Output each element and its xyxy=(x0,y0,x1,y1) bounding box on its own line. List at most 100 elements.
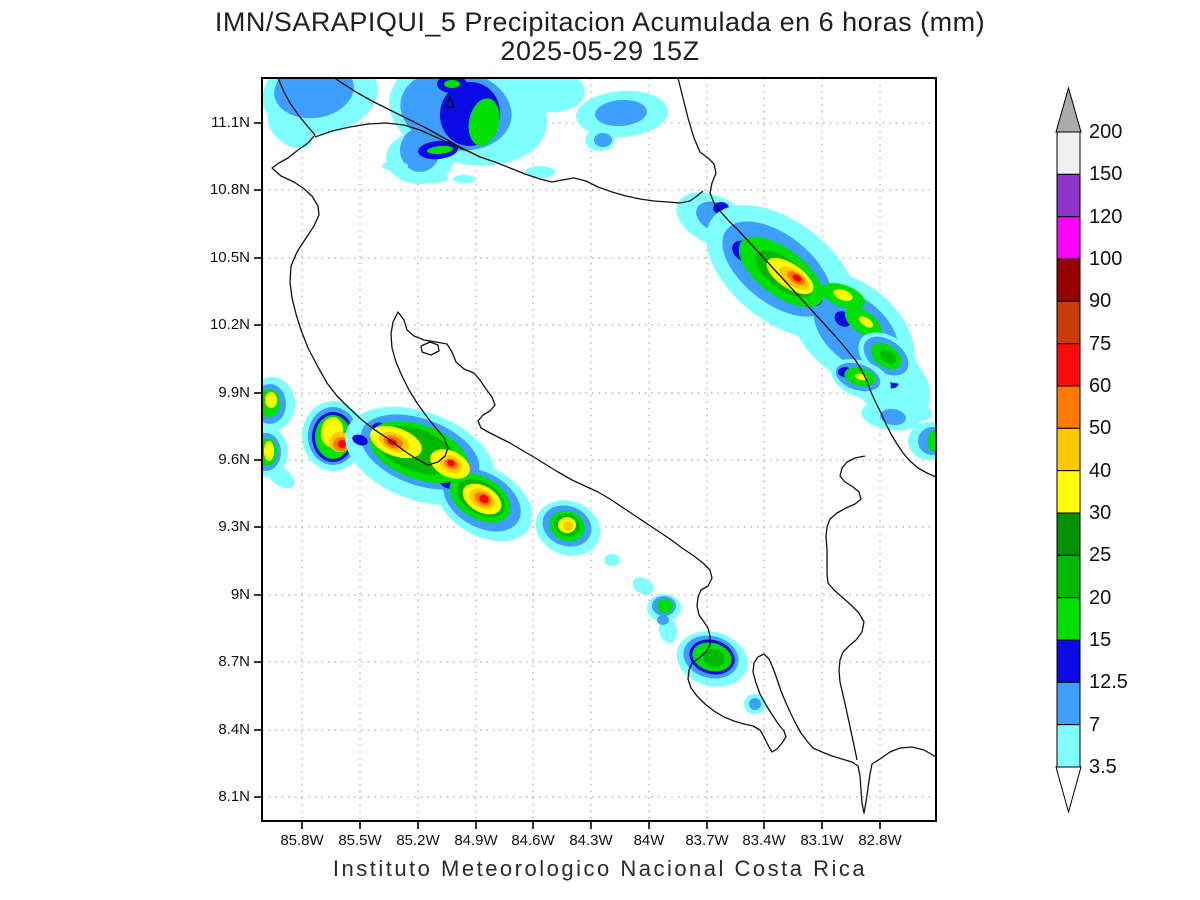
colorbar-level-label: 120 xyxy=(1089,205,1123,228)
colorbar-segment xyxy=(1056,343,1081,387)
lat-tick-label: 8.7N xyxy=(218,653,250,670)
chart-subtitle-date: 2025-05-29 15Z xyxy=(500,36,700,66)
lon-tick-label: 84.3W xyxy=(569,832,613,849)
colorbar-segment xyxy=(1056,173,1081,218)
colorbar-segment xyxy=(1056,427,1081,472)
lat-tick-label: 10.5N xyxy=(209,249,250,266)
colorbar-level-label: 15 xyxy=(1089,629,1112,651)
panama-border xyxy=(825,455,866,761)
precip-cell-15mm xyxy=(468,98,500,146)
precip-cell-7mm xyxy=(880,408,906,426)
lon-tick-label: 84.6W xyxy=(511,832,555,849)
precip-cell-3.5mm xyxy=(910,405,932,421)
precip-cell-15mm xyxy=(444,80,460,88)
precip-cell-60mm xyxy=(792,274,802,282)
colorbar-segment xyxy=(1056,724,1081,768)
precip-cell-3.5mm xyxy=(382,161,408,171)
colorbar-level-label: 40 xyxy=(1089,459,1112,482)
precipitation-shading xyxy=(262,78,936,714)
colorbar-level-label: 50 xyxy=(1089,417,1112,440)
colorbar-level-label: 7 xyxy=(1089,713,1101,736)
lon-tick-label: 85.8W xyxy=(280,832,324,849)
colorbar-segment xyxy=(1056,470,1081,514)
nicaragua-caribbean-coast xyxy=(677,78,721,212)
colorbar xyxy=(1055,86,1082,814)
colorbar-segment xyxy=(1056,300,1081,345)
axis-ticks xyxy=(254,122,881,829)
colorbar-level-label: 3.5 xyxy=(1089,756,1117,778)
precip-cell-12.5mm xyxy=(352,434,368,446)
lat-tick-label: 9.3N xyxy=(218,518,250,535)
lon-tick-label: 82.8W xyxy=(858,832,902,849)
caribbean-coast-costa-rica xyxy=(719,210,936,478)
lon-tick-label: 83.7W xyxy=(685,832,729,849)
plot-frame xyxy=(261,77,937,822)
precip-cell-20mm xyxy=(703,648,725,668)
colorbar-segment xyxy=(1056,216,1081,260)
precip-cell-60mm xyxy=(447,459,455,467)
colorbar-segment xyxy=(1056,681,1081,726)
colorbar-level-label: 100 xyxy=(1089,248,1123,270)
pacific-coast-costa-rica xyxy=(271,78,936,814)
lat-tick-label: 10.2N xyxy=(209,316,250,333)
precip-cell-30mm xyxy=(833,289,853,301)
colorbar-segment xyxy=(1056,639,1081,683)
colorbar-level-label: 75 xyxy=(1089,332,1112,355)
precip-cell-40mm xyxy=(563,521,573,531)
coastlines xyxy=(271,78,936,814)
footer-institution: Instituto Meteorologico Nacional Costa R… xyxy=(332,856,868,881)
colorbar-level-label: 12.5 xyxy=(1089,671,1128,694)
colorbar-segment xyxy=(1056,512,1081,556)
colorbar-level-label: 20 xyxy=(1089,586,1112,609)
lat-tick-label: 8.4N xyxy=(218,721,250,738)
precip-cell-3.5mm xyxy=(541,78,579,93)
precip-cell-3.5mm xyxy=(420,173,448,183)
precip-cell-60mm xyxy=(338,440,346,448)
precip-cell-3.5mm xyxy=(525,166,555,178)
nicaragua-border-south xyxy=(314,122,481,158)
colorbar-level-label: 90 xyxy=(1089,290,1112,313)
precip-cell-3.5mm xyxy=(604,554,620,566)
lon-tick-label: 83.4W xyxy=(742,832,786,849)
colorbar-level-label: 200 xyxy=(1089,121,1123,143)
precip-cell-7mm xyxy=(594,133,612,147)
precip-cell-15mm xyxy=(427,145,453,155)
precip-cell-7mm xyxy=(274,78,354,119)
precip-cell-3.5mm xyxy=(501,78,585,113)
precip-cell-30mm xyxy=(264,441,274,461)
colorbar-over-arrow xyxy=(1055,86,1082,133)
lon-tick-label: 84W xyxy=(633,832,665,849)
precip-cell-30mm xyxy=(859,316,873,328)
precip-cell-60mm xyxy=(479,494,489,504)
colorbar-segment xyxy=(1056,131,1081,175)
precip-cell-7mm xyxy=(749,698,761,710)
precip-cell-20mm xyxy=(879,349,897,365)
colorbar-level-label: 25 xyxy=(1089,544,1112,567)
lat-tick-label: 11.1N xyxy=(211,114,250,131)
colorbar-segment xyxy=(1056,385,1081,429)
precip-cell-3.5mm xyxy=(267,465,295,489)
san-juan-river-border xyxy=(479,156,704,204)
colorbar-segment xyxy=(1056,597,1081,641)
lon-tick-label: 83.1W xyxy=(800,832,844,849)
precip-cell-3.5mm xyxy=(632,577,654,595)
precip-cell-3.5mm xyxy=(453,175,475,183)
colorbar-segment xyxy=(1056,554,1081,599)
lat-tick-label: 10.8N xyxy=(209,181,250,198)
colorbar-level-label: 150 xyxy=(1089,163,1123,186)
precip-cell-15mm xyxy=(657,599,673,613)
lon-tick-label: 85.5W xyxy=(338,832,382,849)
lake-nicaragua-shore xyxy=(333,78,481,158)
precip-cell-30mm xyxy=(265,392,277,408)
colorbar-under-arrow xyxy=(1055,766,1082,814)
lat-tick-label: 9.9N xyxy=(218,384,250,401)
precip-cell-7mm xyxy=(595,99,647,127)
precip-cell-7mm xyxy=(657,615,669,625)
lon-tick-label: 84.9W xyxy=(454,832,498,849)
chira-island xyxy=(420,341,440,356)
colorbar-level-label: 30 xyxy=(1089,502,1112,524)
lat-tick-label: 8.1N xyxy=(218,788,250,805)
colorbar-segment xyxy=(1056,258,1081,302)
